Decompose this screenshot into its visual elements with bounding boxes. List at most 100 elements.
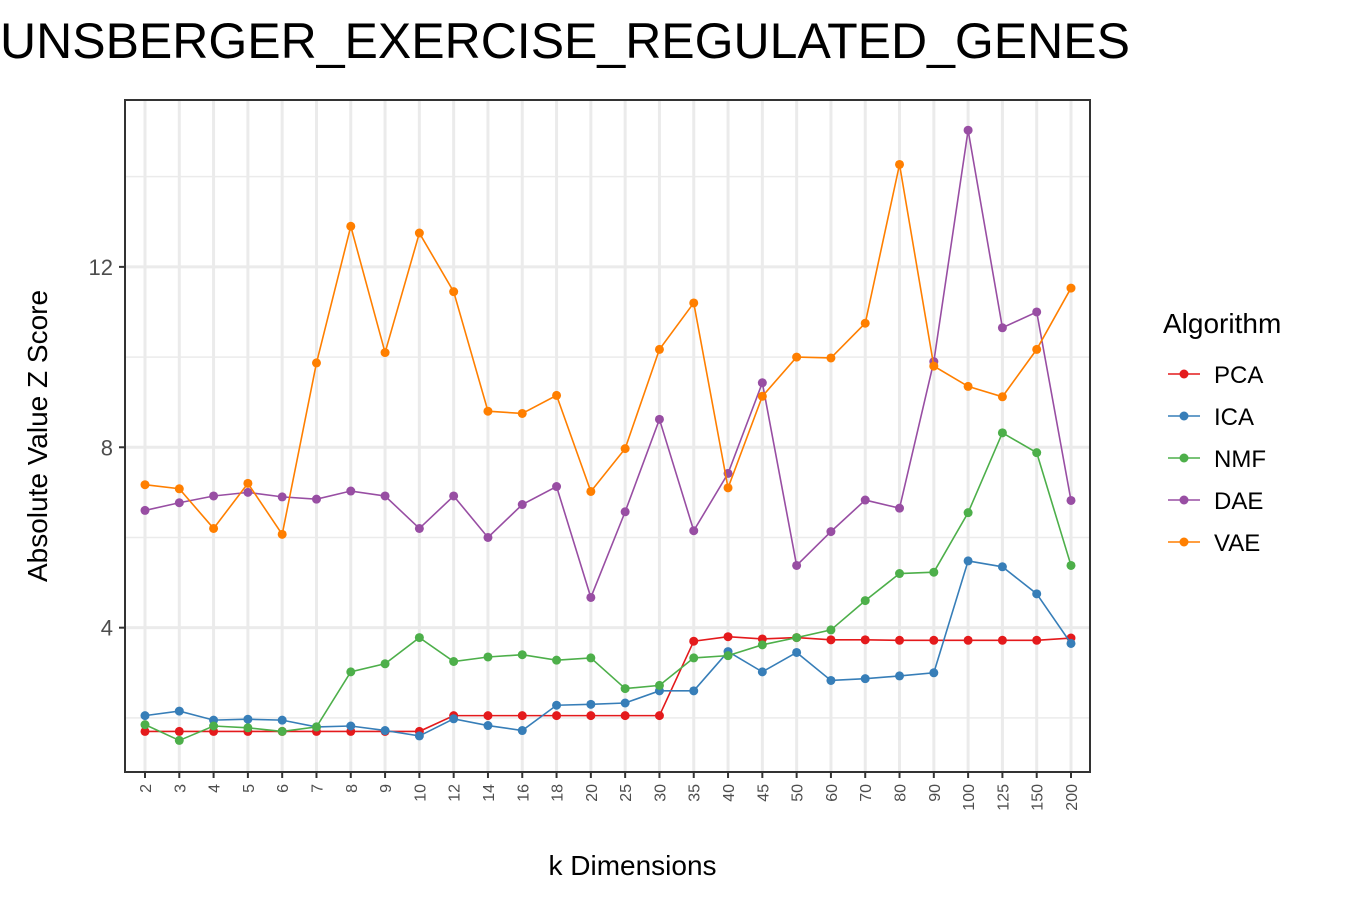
x-tick-label: 60 bbox=[824, 784, 841, 802]
series-vae bbox=[140, 159, 1076, 539]
data-point bbox=[140, 726, 150, 736]
data-point bbox=[346, 667, 356, 677]
data-point bbox=[517, 650, 527, 660]
data-point bbox=[723, 632, 733, 642]
legend-item-pca: PCA bbox=[1168, 362, 1263, 389]
data-point bbox=[689, 636, 699, 646]
data-point bbox=[586, 711, 596, 721]
data-point bbox=[483, 711, 493, 721]
series-line bbox=[144, 164, 1072, 537]
data-point bbox=[757, 640, 767, 650]
data-point bbox=[174, 498, 184, 508]
legend-item-dae: DAE bbox=[1168, 488, 1263, 515]
legend-marker bbox=[1179, 453, 1189, 463]
data-point bbox=[997, 323, 1007, 333]
x-tick-label: 6 bbox=[275, 784, 292, 793]
data-point bbox=[860, 635, 870, 645]
data-point bbox=[826, 635, 836, 645]
x-tick-label: 90 bbox=[927, 784, 944, 802]
x-tick-label: 8 bbox=[344, 784, 361, 793]
data-point bbox=[792, 560, 802, 570]
legend-item-ica: ICA bbox=[1168, 404, 1254, 431]
data-point bbox=[209, 491, 219, 501]
x-axis-title: k Dimensions bbox=[548, 850, 716, 881]
data-point bbox=[1066, 283, 1076, 293]
data-point bbox=[552, 711, 562, 721]
legend-marker bbox=[1179, 537, 1189, 547]
legend-item-vae: VAE bbox=[1168, 530, 1260, 557]
data-point bbox=[449, 714, 459, 724]
data-point bbox=[1066, 560, 1076, 570]
data-point bbox=[449, 287, 459, 297]
x-tick-label: 16 bbox=[515, 784, 532, 802]
x-tick-label: 9 bbox=[378, 784, 395, 793]
data-point bbox=[140, 505, 150, 515]
x-tick-label: 3 bbox=[172, 784, 189, 793]
data-point bbox=[586, 653, 596, 663]
data-point bbox=[997, 428, 1007, 438]
data-point bbox=[1032, 635, 1042, 645]
data-point bbox=[826, 527, 836, 537]
data-point bbox=[895, 569, 905, 579]
data-point bbox=[414, 523, 424, 533]
data-point bbox=[414, 633, 424, 643]
data-point bbox=[826, 625, 836, 635]
legend-marker bbox=[1179, 411, 1189, 421]
plot-panel-border bbox=[124, 99, 1091, 773]
data-point bbox=[1032, 307, 1042, 317]
x-tick-label: 45 bbox=[755, 784, 772, 802]
data-point bbox=[689, 686, 699, 696]
data-point bbox=[552, 390, 562, 400]
x-tick-label: 125 bbox=[995, 784, 1012, 811]
series-nmf bbox=[140, 428, 1076, 745]
data-point bbox=[963, 556, 973, 566]
data-point bbox=[311, 722, 321, 732]
data-point bbox=[929, 668, 939, 678]
data-point bbox=[449, 657, 459, 667]
x-tick-label: 80 bbox=[893, 784, 910, 802]
data-point bbox=[517, 408, 527, 418]
data-point bbox=[311, 358, 321, 368]
data-point bbox=[517, 711, 527, 721]
data-point bbox=[757, 391, 767, 401]
data-point bbox=[552, 655, 562, 665]
x-tick-label: 4 bbox=[207, 784, 224, 793]
data-point bbox=[346, 721, 356, 731]
series-line bbox=[144, 560, 1072, 737]
data-point bbox=[792, 647, 802, 657]
data-point bbox=[997, 635, 1007, 645]
data-point bbox=[243, 487, 253, 497]
x-tick-label: 150 bbox=[1030, 784, 1047, 811]
data-point bbox=[174, 735, 184, 745]
data-point bbox=[277, 715, 287, 725]
y-tick-label: 12 bbox=[89, 255, 113, 280]
data-point bbox=[689, 298, 699, 308]
data-point bbox=[1032, 344, 1042, 354]
data-point bbox=[963, 125, 973, 135]
data-point bbox=[552, 482, 562, 492]
legend-label: ICA bbox=[1214, 404, 1254, 431]
data-point bbox=[654, 711, 664, 721]
data-point bbox=[620, 698, 630, 708]
data-point bbox=[517, 726, 527, 736]
data-point bbox=[1032, 448, 1042, 458]
data-point bbox=[209, 523, 219, 533]
data-point bbox=[723, 483, 733, 493]
data-point bbox=[174, 484, 184, 494]
data-point bbox=[174, 706, 184, 716]
data-point bbox=[963, 381, 973, 391]
data-point bbox=[654, 414, 664, 424]
data-point bbox=[963, 508, 973, 518]
data-point bbox=[277, 726, 287, 736]
data-point bbox=[757, 378, 767, 388]
data-point bbox=[654, 680, 664, 690]
data-point bbox=[723, 651, 733, 661]
data-point bbox=[449, 491, 459, 501]
data-point bbox=[826, 675, 836, 685]
data-point bbox=[929, 635, 939, 645]
data-point bbox=[895, 635, 905, 645]
data-point bbox=[517, 500, 527, 510]
data-point bbox=[174, 726, 184, 736]
legend-marker bbox=[1179, 369, 1189, 379]
series-line bbox=[144, 431, 1072, 742]
